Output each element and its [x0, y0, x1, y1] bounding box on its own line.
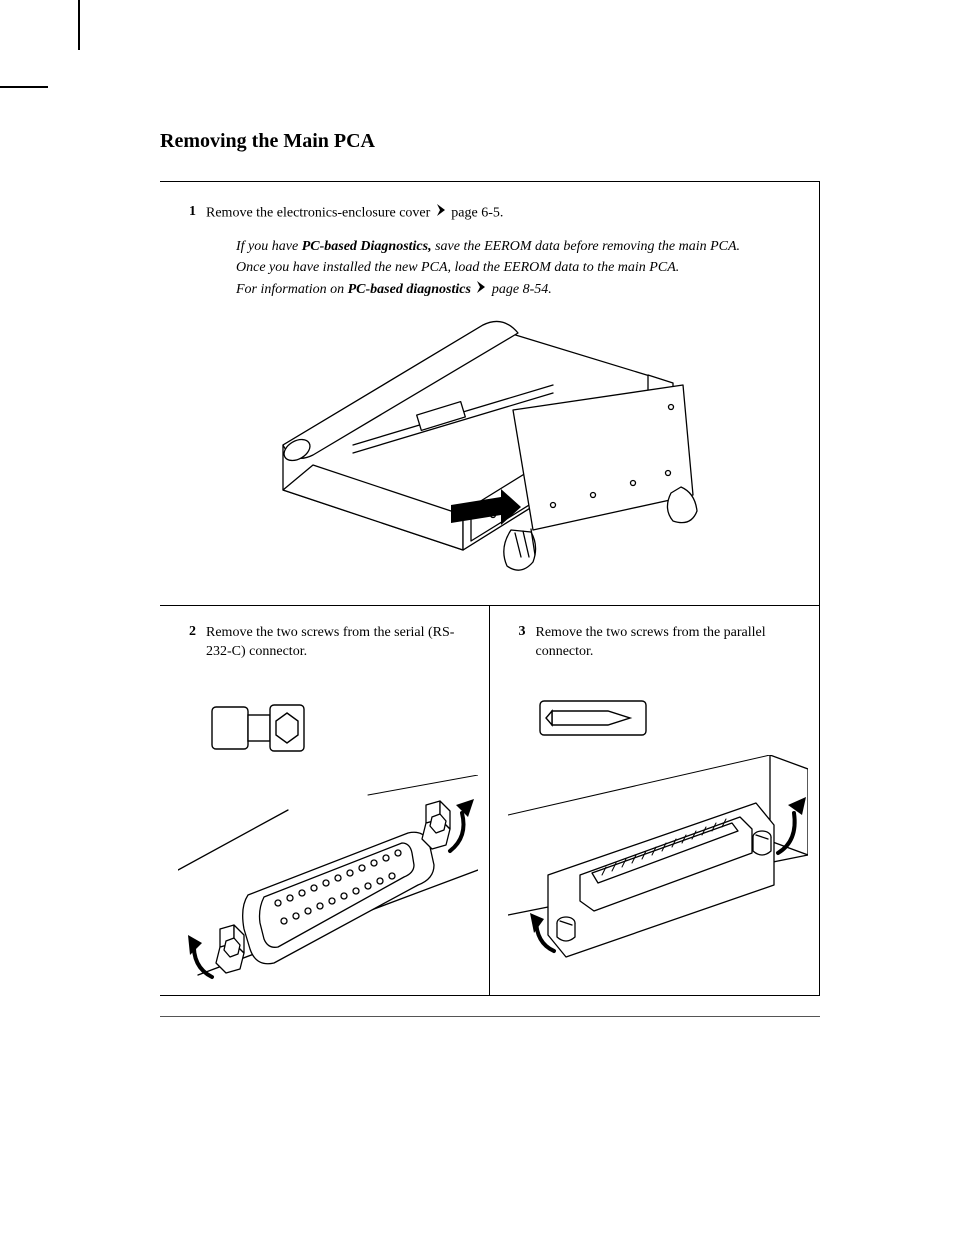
note-l3-post: page 8-54.: [492, 282, 552, 297]
diagnostics-note: If you have PC-based Diagnostics, save t…: [236, 236, 797, 301]
printer-cover-illustration: [253, 315, 723, 585]
step-text: Remove the two screws from the parallel …: [536, 624, 806, 662]
step1-pre: Remove the electronics-enclosure cover: [206, 206, 430, 221]
step-number: 3: [508, 624, 526, 640]
instruction-panel: 1 Remove the electronics-enclosure cover…: [160, 181, 820, 996]
section-title: Removing the Main PCA: [160, 130, 820, 153]
step-3: 3 Remove the two screws from the paralle…: [490, 606, 820, 996]
page-content: Removing the Main PCA 1 Remove the elect…: [160, 130, 820, 996]
note-l3-pre: For information on: [236, 282, 348, 297]
flat-bit-tool-icon: [538, 699, 648, 737]
parallel-connector-illustration: [508, 755, 808, 965]
step-2: 2 Remove the two screws from the serial …: [160, 606, 490, 996]
step-number: 1: [178, 204, 196, 220]
step1-post: page 6-5.: [451, 206, 503, 221]
pointer-icon: [477, 279, 485, 301]
note-l1-post: save the EEROM data before removing the …: [432, 239, 740, 254]
step-text: Remove the electronics-enclosure cover p…: [206, 204, 503, 224]
step-number: 2: [178, 624, 196, 640]
note-l3-bold: PC-based diagnostics: [348, 282, 471, 297]
serial-connector-illustration: [178, 775, 478, 985]
hex-socket-tool-icon: [208, 699, 308, 757]
footer-rule: [160, 1016, 820, 1017]
note-l1-pre: If you have: [236, 239, 302, 254]
step-1: 1 Remove the electronics-enclosure cover…: [160, 182, 819, 606]
note-l2: Once you have installed the new PCA, loa…: [236, 257, 797, 279]
step-text: Remove the two screws from the serial (R…: [206, 624, 475, 662]
steps-2-3-row: 2 Remove the two screws from the serial …: [160, 606, 819, 997]
note-l1-bold: PC-based Diagnostics,: [302, 239, 432, 254]
pointer-icon: [437, 204, 445, 223]
